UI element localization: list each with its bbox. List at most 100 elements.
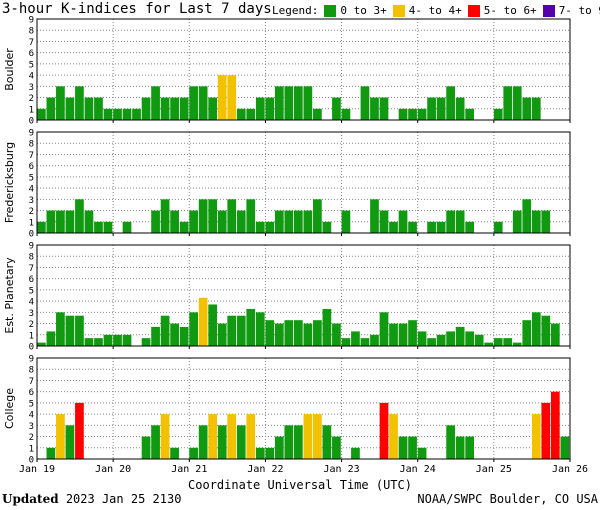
kp-bar <box>293 320 303 346</box>
x-tick-label: Jan 24 <box>400 464 436 475</box>
kp-bar <box>493 108 503 120</box>
y-tick-label: 9 <box>29 355 34 365</box>
kp-bar <box>160 414 170 459</box>
kp-bar <box>313 199 322 233</box>
kp-bar <box>303 86 313 120</box>
kp-bar <box>84 97 94 120</box>
y-tick-label: 2 <box>29 320 34 330</box>
kp-bar <box>170 210 179 233</box>
x-tick-label: Jan 26 <box>552 464 588 475</box>
kp-bar <box>522 199 532 233</box>
y-tick-label: 7 <box>29 38 34 48</box>
kp-bar <box>531 97 541 120</box>
kp-bar <box>455 97 465 120</box>
kp-bar <box>198 425 208 459</box>
y-tick-label: 5 <box>29 173 34 183</box>
kp-bar <box>293 210 303 233</box>
kp-bar <box>465 221 475 233</box>
y-tick-label: 0 <box>29 117 34 127</box>
kp-bar <box>541 315 551 346</box>
kp-bar <box>303 323 313 346</box>
y-tick-label: 7 <box>29 264 34 274</box>
kp-bar <box>408 108 417 120</box>
kp-bar <box>351 447 360 459</box>
kp-bar <box>274 210 284 233</box>
kp-bar <box>141 97 151 120</box>
kp-bar <box>236 315 246 346</box>
kp-bar <box>284 320 294 346</box>
data-source: NOAA/SWPC Boulder, CO USA <box>417 492 598 506</box>
kp-bar <box>465 436 475 459</box>
y-tick-label: 1 <box>29 444 34 454</box>
kp-bar <box>46 447 56 459</box>
kp-bar <box>512 342 522 346</box>
kp-bar <box>141 436 151 459</box>
kp-bar <box>274 86 284 120</box>
kp-bar <box>455 436 465 459</box>
kp-bar <box>436 221 446 233</box>
y-tick-label: 3 <box>29 309 34 319</box>
kp-bar <box>208 414 218 459</box>
kp-bar <box>189 312 199 346</box>
y-tick-label: 4 <box>29 185 34 195</box>
y-tick-label: 9 <box>29 129 34 139</box>
kp-bar <box>208 304 218 346</box>
kp-bar <box>227 199 237 233</box>
kp-bar <box>255 97 265 120</box>
y-tick-label: 1 <box>29 218 34 228</box>
kp-bar <box>417 447 427 459</box>
kp-bar <box>227 315 237 346</box>
legend: Legend: 0 to 3+ 4- to 4+ 5- to 6+ 7- to … <box>272 4 600 17</box>
kp-bar <box>56 312 65 346</box>
kp-bar <box>503 86 513 120</box>
y-tick-label: 6 <box>29 49 34 59</box>
kp-bar <box>455 210 465 233</box>
kp-bar <box>56 414 65 459</box>
y-tick-label: 7 <box>29 151 34 161</box>
y-tick-label: 3 <box>29 422 34 432</box>
updated-value: 2023 Jan 25 2130 <box>65 492 182 506</box>
y-tick-label: 7 <box>29 377 34 387</box>
y-tick-label: 8 <box>29 366 34 376</box>
kp-bar <box>303 414 313 459</box>
kp-bar <box>255 312 265 346</box>
kp-bar <box>274 323 284 346</box>
kp-bar <box>160 315 170 346</box>
y-tick-label: 0 <box>29 230 34 240</box>
kp-bar <box>446 331 455 346</box>
kp-bar <box>94 97 103 120</box>
kp-bar <box>322 308 332 346</box>
panel-station-label: Fredericksburg <box>3 142 16 223</box>
y-tick-label: 5 <box>29 399 34 409</box>
kp-bar <box>436 334 446 346</box>
kp-bar <box>65 210 75 233</box>
kp-bar <box>265 221 275 233</box>
y-tick-label: 0 <box>29 343 34 353</box>
kp-bar <box>484 342 494 346</box>
panel-station-label: Boulder <box>3 48 16 91</box>
legend-swatch-purple <box>542 4 555 17</box>
kp-bar <box>351 331 360 346</box>
kp-bar <box>274 436 284 459</box>
k-index-chart: 0123456789Boulder0123456789Fredericksbur… <box>3 16 588 476</box>
kp-bar <box>332 97 341 120</box>
panel-frame <box>36 18 571 121</box>
kp-bar <box>389 414 398 459</box>
x-tick-label: Jan 23 <box>324 464 360 475</box>
legend-item-active: 4- to 4+ <box>392 4 462 17</box>
chart-title: 3-hour K-indices for Last 7 days <box>2 1 272 17</box>
kp-bar <box>465 108 475 120</box>
kp-bar <box>322 425 332 459</box>
y-tick-label: 3 <box>29 83 34 93</box>
kp-bar <box>408 320 417 346</box>
panel-station-label: College <box>3 388 16 429</box>
kp-bar <box>122 108 132 120</box>
kp-bar <box>398 323 408 346</box>
kp-bar <box>313 414 322 459</box>
kp-bar <box>446 425 455 459</box>
kp-bar <box>313 108 322 120</box>
kp-bar <box>246 414 256 459</box>
kp-bar <box>550 391 560 459</box>
kp-bar <box>160 199 170 233</box>
kp-bar <box>332 323 341 346</box>
